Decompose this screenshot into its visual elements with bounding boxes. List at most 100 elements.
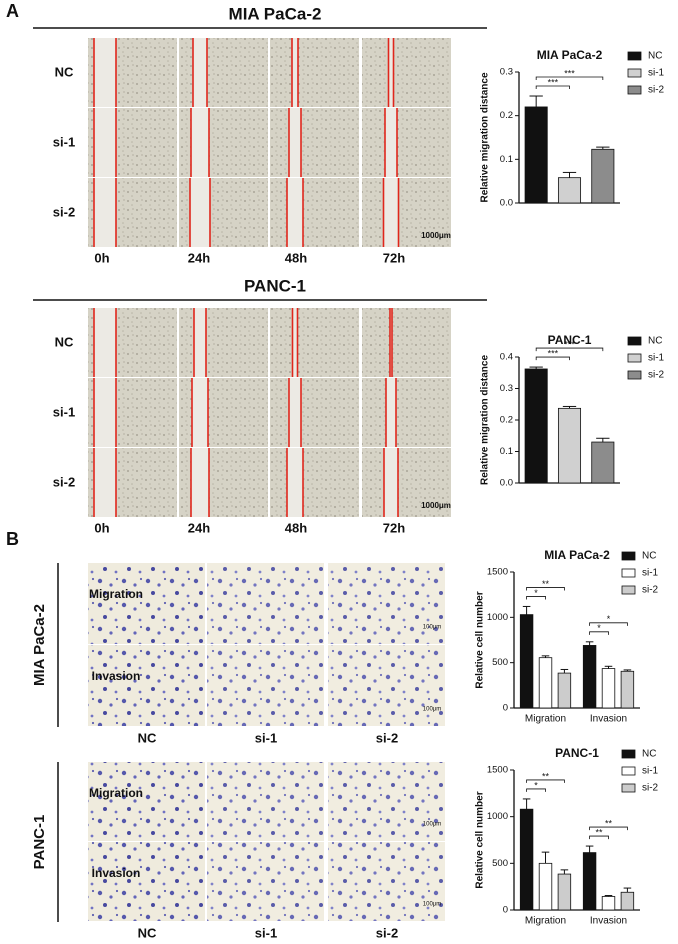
y-axis-label: Relative migration distance (480, 72, 491, 202)
y-tick-label: 0.2 (500, 415, 513, 426)
micrograph (270, 448, 359, 517)
micrograph (362, 108, 451, 177)
row-label: Invasion (92, 866, 141, 880)
group-label: si-1 (255, 925, 277, 940)
significance-label: * (534, 780, 538, 790)
legend-label: si-1 (648, 68, 665, 79)
bar (557, 873, 572, 911)
legend-label: si-1 (648, 353, 665, 364)
legend-swatch (627, 68, 642, 78)
y-tick-label: 0 (503, 703, 508, 714)
group-label: si-2 (376, 730, 398, 745)
wound-gap (192, 378, 208, 447)
wound-gap (194, 308, 206, 377)
time-label: 24h (188, 520, 210, 535)
legend-label: si-2 (648, 370, 665, 381)
significance-bracket (535, 356, 570, 361)
legend-swatch (621, 585, 636, 595)
bar (601, 896, 616, 911)
time-label: 0h (94, 520, 109, 535)
wound-gap (289, 108, 301, 177)
legend-label: si-1 (642, 766, 659, 777)
time-label: 72h (383, 250, 405, 265)
bar (538, 657, 553, 709)
legend-label: NC (642, 749, 656, 760)
significance-label: *** (564, 68, 575, 78)
legend-swatch (627, 370, 642, 380)
micrograph (362, 378, 451, 447)
wound-gap (190, 178, 210, 247)
bar (538, 862, 553, 911)
micrograph (207, 645, 324, 726)
row-label: si-2 (53, 204, 75, 219)
bar (620, 891, 635, 911)
legend-swatch (627, 336, 642, 346)
x-tick-label: Migration (525, 916, 566, 927)
bar (591, 441, 615, 484)
wound-gap (383, 178, 399, 247)
y-tick-label: 0.1 (500, 154, 513, 165)
legend-swatch (621, 749, 636, 759)
y-tick-label: 1000 (487, 811, 508, 822)
micrograph (88, 842, 205, 921)
significance-label: ** (605, 818, 613, 828)
legend-label: si-2 (648, 85, 665, 96)
micrograph (207, 563, 324, 644)
micrograph (207, 842, 324, 921)
micrograph (328, 563, 445, 644)
significance-bracket (589, 835, 609, 840)
wound-gap (289, 378, 301, 447)
legend-label: si-1 (642, 568, 659, 579)
row-label: si-2 (53, 474, 75, 489)
legend-swatch (627, 353, 642, 363)
x-tick-label: Invasion (590, 714, 627, 725)
row-label: NC (55, 334, 74, 349)
significance-bracket (526, 779, 565, 783)
wound-gap (94, 378, 116, 447)
wound-gap (385, 108, 397, 177)
wound-gap (292, 38, 298, 107)
micrograph (362, 178, 451, 247)
cell-line-label: MIA PaCa-2 (31, 604, 48, 686)
assay-title: PANC-1 (244, 276, 306, 295)
significance-bracket (535, 76, 604, 81)
micrograph (328, 842, 445, 921)
y-axis-label: Relative cell number (475, 591, 486, 688)
y-tick-label: 1500 (487, 765, 508, 776)
significance-label: *** (548, 348, 559, 358)
y-tick-label: 0 (503, 905, 508, 916)
legend-swatch (621, 551, 636, 561)
micrograph (362, 448, 451, 517)
micrograph (270, 108, 359, 177)
bar (620, 670, 635, 709)
y-tick-label: 0.3 (500, 383, 513, 394)
y-tick-label: 0.0 (500, 198, 513, 209)
legend-swatch (621, 766, 636, 776)
y-tick-label: 500 (492, 858, 508, 869)
legend-label: si-2 (642, 585, 659, 596)
wound-gap (191, 108, 209, 177)
y-tick-label: 1000 (487, 612, 508, 623)
micrograph (362, 308, 451, 377)
significance-label: * (607, 614, 611, 624)
wound-gap (388, 38, 394, 107)
wound-gap (193, 38, 207, 107)
bar (524, 368, 548, 484)
significance-bracket (589, 631, 609, 635)
row-label: Invasion (92, 669, 141, 683)
significance-bracket (535, 85, 570, 90)
wound-gap (386, 378, 396, 447)
bar (519, 808, 534, 911)
micrograph (270, 308, 359, 377)
y-tick-label: 500 (492, 657, 508, 668)
wound-gap (287, 448, 303, 517)
significance-bracket (589, 622, 628, 626)
legend-swatch (621, 783, 636, 793)
y-tick-label: 0.2 (500, 110, 513, 121)
wound-gap (94, 448, 116, 517)
significance-label: *** (548, 77, 559, 87)
significance-label: ** (542, 579, 550, 589)
wound-gap (94, 178, 116, 247)
significance-bracket (589, 826, 628, 831)
micrograph (270, 178, 359, 247)
